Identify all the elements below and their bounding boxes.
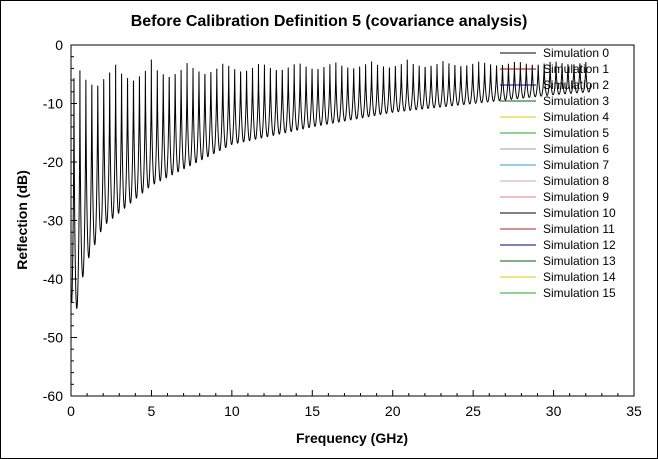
legend-label: Simulation 0 — [543, 46, 609, 60]
x-tick-label: 5 — [148, 403, 156, 419]
legend-label: Simulation 9 — [543, 190, 609, 204]
legend: Simulation 0 Simulation 1 Simulation 2 Simu… — [500, 46, 616, 300]
x-tick-label: 10 — [224, 403, 240, 419]
x-tick-label: 25 — [465, 403, 481, 419]
axes: 0 5 10 15 20 25 30 35 0 -10 -20 -30 -40 -50 -60 — [43, 37, 642, 419]
legend-label: Simulation 7 — [543, 158, 609, 172]
legend-label: Simulation 10 — [543, 206, 616, 220]
legend-label: Simulation 5 — [543, 126, 609, 140]
legend-label: Simulation 4 — [543, 110, 609, 124]
legend-label: Simulation 12 — [543, 238, 616, 252]
y-tick-label: 0 — [55, 37, 63, 53]
legend-label: Simulation 3 — [543, 94, 609, 108]
legend-label: Simulation 14 — [543, 270, 616, 284]
legend-label: Simulation 15 — [543, 286, 616, 300]
legend-label: Simulation 6 — [543, 142, 609, 156]
y-tick-label: -30 — [43, 213, 63, 229]
x-tick-label: 15 — [304, 403, 320, 419]
legend-label: Simulation 8 — [543, 174, 609, 188]
legend-label: Simulation 1 — [543, 62, 609, 76]
x-tick-label: 30 — [546, 403, 562, 419]
x-axis-label: Frequency (GHz) — [296, 430, 408, 446]
data-series-layer — [71, 59, 592, 310]
chart-title: Before Calibration Definition 5 (covaria… — [131, 13, 528, 30]
series-line-simulation-0 — [71, 59, 592, 310]
y-tick-label: -40 — [43, 271, 63, 287]
y-tick-label: -20 — [43, 154, 63, 170]
x-tick-label: 35 — [626, 403, 642, 419]
legend-label: Simulation 2 — [543, 78, 609, 92]
y-axis-label: Reflection (dB) — [14, 170, 30, 270]
x-tick-label: 20 — [385, 403, 401, 419]
legend-label: Simulation 13 — [543, 254, 616, 268]
y-tick-label: -50 — [43, 330, 63, 346]
legend-label: Simulation 11 — [543, 222, 615, 236]
y-tick-label: -10 — [43, 96, 63, 112]
y-tick-label: -60 — [43, 388, 63, 404]
x-tick-label: 0 — [67, 403, 75, 419]
